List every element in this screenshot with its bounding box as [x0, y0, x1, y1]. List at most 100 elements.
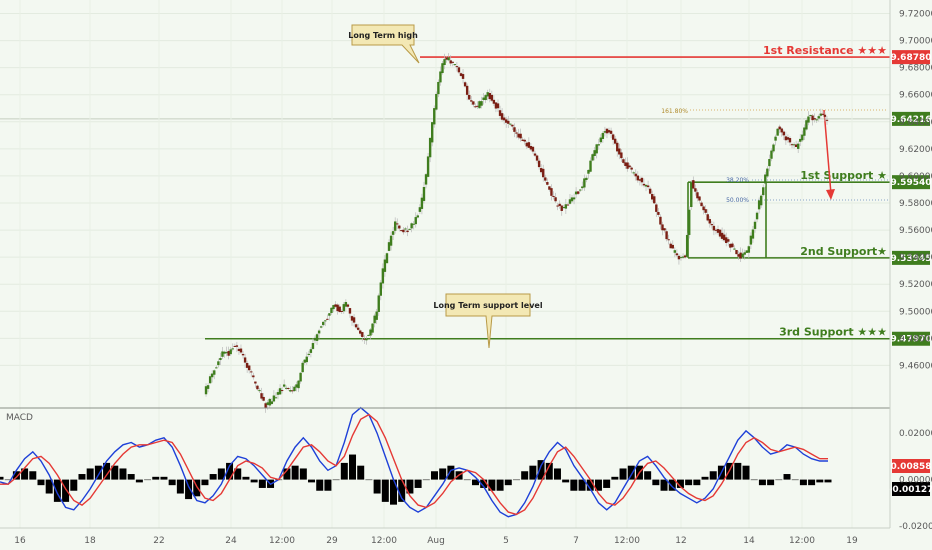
candle-body	[393, 221, 397, 231]
macd-histogram-bar	[193, 479, 201, 497]
candle-body	[665, 231, 668, 240]
macd-histogram-bar	[480, 479, 488, 488]
macd-histogram-bar	[160, 476, 168, 480]
macd-histogram-bar	[693, 479, 701, 486]
candle-body	[217, 361, 220, 366]
macd-histogram-bar	[447, 465, 455, 480]
macd-histogram-bar	[45, 479, 53, 494]
projection-arrow	[823, 109, 832, 195]
candle-body	[373, 315, 376, 324]
macd-histogram-bar	[226, 462, 234, 480]
macd-histogram-bar	[217, 468, 225, 480]
candle-body	[428, 137, 432, 158]
price-tick-label: 9.68000	[899, 64, 932, 74]
level-price-tag	[892, 331, 930, 346]
candle-body	[690, 182, 693, 208]
time-tick-label: 12	[675, 536, 686, 546]
macd-histogram-bar	[439, 468, 447, 480]
candle-body	[749, 235, 753, 245]
candle-body	[790, 144, 794, 146]
candle-body	[248, 365, 251, 371]
macd-value-tag	[892, 459, 930, 473]
candle-body	[406, 230, 409, 233]
macd-histogram-bar	[644, 471, 652, 480]
macd-histogram-bar	[308, 479, 316, 483]
candle-body	[546, 182, 549, 185]
candle-body	[505, 119, 508, 123]
level-label: 1st Support ★	[800, 169, 887, 182]
candle-body	[326, 318, 329, 320]
macd-histogram-bar	[783, 474, 791, 480]
candle-body	[595, 144, 598, 154]
macd-histogram-bar	[234, 468, 242, 480]
level-price-tag-text: 9.59540	[891, 178, 932, 188]
candle-body	[465, 85, 469, 95]
time-tick-label: 12:00	[614, 536, 640, 546]
price-tick-label: 9.46000	[899, 361, 932, 371]
fib-1618-label: 161.80%	[661, 108, 688, 115]
candle-body	[589, 160, 592, 172]
macd-histogram-bar	[594, 479, 602, 491]
candle-body	[285, 387, 288, 389]
candle-body	[241, 353, 245, 356]
candle-body	[601, 132, 605, 139]
candle-body	[574, 191, 578, 195]
price-tick-label: 9.66000	[899, 91, 932, 101]
candle-body	[562, 207, 565, 209]
candle-body	[669, 243, 672, 249]
time-tick-label: 19	[846, 536, 858, 546]
candle-body	[780, 128, 783, 133]
level-price-tag	[892, 175, 930, 190]
macd-histogram-bar	[824, 479, 832, 483]
macd-histogram-bar	[250, 479, 258, 483]
candle-body	[683, 255, 687, 258]
time-tick-label: 12:00	[371, 536, 397, 546]
candle-body	[338, 306, 341, 313]
candle-body	[356, 327, 360, 330]
candle-body	[324, 320, 327, 322]
candle-body	[262, 396, 265, 401]
candle-body	[807, 116, 810, 123]
candle-body	[618, 148, 621, 155]
candle-body	[387, 242, 391, 251]
candle-body	[480, 101, 483, 106]
candle-body	[622, 159, 625, 163]
candle-body	[260, 393, 263, 399]
macd-histogram-bar	[332, 479, 340, 481]
candle-body	[751, 229, 755, 239]
candle-body	[644, 184, 648, 187]
candle-body	[250, 371, 253, 373]
candle-body	[490, 94, 494, 101]
candle-body	[307, 353, 311, 355]
macd-layer: 0.00858 -0.00127	[0, 406, 932, 518]
macd-histogram-bar	[390, 479, 398, 505]
macd-histogram-bar	[627, 465, 635, 480]
candle-body	[289, 390, 292, 392]
candle-body	[694, 188, 697, 192]
candle-body	[679, 257, 683, 259]
macd-histogram-bar	[406, 479, 414, 494]
macd-histogram-bar	[357, 465, 365, 480]
macd-histogram-bar	[652, 479, 660, 486]
candle-body	[640, 177, 644, 183]
candle-body	[702, 206, 705, 211]
candle-body	[716, 229, 720, 233]
candle-body	[776, 128, 779, 136]
candle-body	[597, 144, 600, 146]
candle-body	[334, 304, 337, 307]
candle-body	[422, 186, 426, 201]
level-label: 2nd Support★	[800, 245, 887, 258]
candle-body	[515, 132, 518, 134]
axis-layer: 9.72000 9.70000 9.68000 9.66000 9.64000 9.620…	[14, 10, 932, 546]
candle-body	[735, 249, 738, 255]
candle-body	[648, 188, 652, 194]
candle-body	[782, 131, 785, 136]
macd-histogram-bar	[62, 479, 70, 502]
candle-body	[278, 388, 282, 395]
candle-body	[616, 142, 619, 152]
macd-histogram-bar	[373, 479, 381, 494]
macd-value-tag	[892, 482, 930, 496]
candle-body	[389, 235, 393, 246]
candle-body	[620, 152, 623, 159]
macd-histogram-bar	[291, 465, 299, 480]
